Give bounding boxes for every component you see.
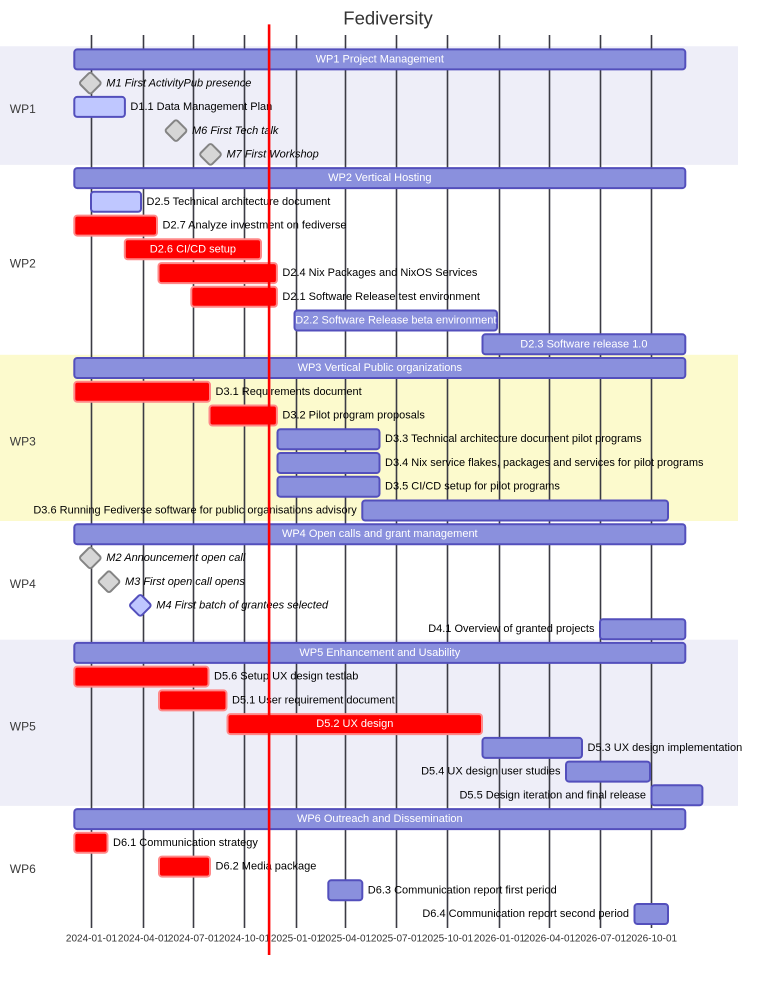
svg-text:D3.6 Running Fediverse softwar: D3.6 Running Fediverse software for publ… bbox=[33, 505, 357, 517]
svg-text:2025-07-01: 2025-07-01 bbox=[371, 934, 423, 945]
svg-text:2025-01-01: 2025-01-01 bbox=[271, 934, 323, 945]
svg-text:2026-01-01: 2026-01-01 bbox=[474, 934, 526, 945]
svg-text:2026-07-01: 2026-07-01 bbox=[575, 934, 627, 945]
svg-text:D3.1 Requirements document: D3.1 Requirements document bbox=[216, 386, 362, 398]
svg-text:D6.3 Communication report firs: D6.3 Communication report first period bbox=[368, 884, 557, 896]
svg-text:D3.5 CI/CD setup for pilot pro: D3.5 CI/CD setup for pilot programs bbox=[385, 481, 560, 493]
svg-text:D5.4 UX design user studies: D5.4 UX design user studies bbox=[421, 766, 561, 778]
svg-text:2024-07-01: 2024-07-01 bbox=[168, 934, 220, 945]
svg-text:2025-04-01: 2025-04-01 bbox=[320, 934, 372, 945]
svg-text:D5.6 Setup UX design testlab: D5.6 Setup UX design testlab bbox=[214, 671, 358, 683]
svg-text:D6.4 Communication report seco: D6.4 Communication report second period bbox=[422, 908, 629, 920]
svg-text:D2.2 Software Release beta env: D2.2 Software Release beta environment bbox=[295, 315, 496, 327]
svg-text:M6 First Tech talk: M6 First Tech talk bbox=[192, 125, 279, 137]
svg-text:M7 First Workshop: M7 First Workshop bbox=[227, 149, 319, 161]
svg-text:D2.7 Analyze investment on fed: D2.7 Analyze investment on fediverse bbox=[163, 220, 347, 232]
svg-text:2024-01-01: 2024-01-01 bbox=[66, 934, 118, 945]
svg-text:D4.1 Overview of granted proje: D4.1 Overview of granted projects bbox=[428, 623, 595, 635]
svg-text:WP3: WP3 bbox=[10, 435, 36, 449]
svg-text:D5.2 UX design: D5.2 UX design bbox=[316, 718, 393, 730]
svg-text:WP2 Vertical Hosting: WP2 Vertical Hosting bbox=[328, 172, 431, 184]
svg-text:D2.5 Technical architecture do: D2.5 Technical architecture document bbox=[147, 196, 331, 208]
svg-text:Fediversity: Fediversity bbox=[343, 7, 433, 28]
svg-text:2024-04-01: 2024-04-01 bbox=[118, 934, 170, 945]
svg-text:D5.1 User requirement document: D5.1 User requirement document bbox=[232, 694, 395, 706]
svg-text:WP2: WP2 bbox=[10, 257, 36, 271]
svg-text:D2.4 Nix Packages and NixOS Se: D2.4 Nix Packages and NixOS Services bbox=[282, 267, 478, 279]
svg-text:WP6: WP6 bbox=[10, 862, 36, 876]
svg-text:D3.2 Pilot program proposals: D3.2 Pilot program proposals bbox=[282, 410, 425, 422]
svg-text:WP3 Vertical Public organizati: WP3 Vertical Public organizations bbox=[298, 362, 463, 374]
svg-text:M2 Announcement open call: M2 Announcement open call bbox=[106, 552, 246, 564]
svg-text:D2.1 Software Release test env: D2.1 Software Release test environment bbox=[282, 291, 480, 303]
svg-text:D6.2 Media package: D6.2 Media package bbox=[216, 861, 317, 873]
svg-text:D3.4 Nix service flakes, packa: D3.4 Nix service flakes, packages and se… bbox=[385, 457, 704, 469]
svg-text:WP5 Enhancement and Usability: WP5 Enhancement and Usability bbox=[299, 647, 460, 659]
svg-text:WP6 Outreach and Dissemination: WP6 Outreach and Dissemination bbox=[297, 813, 463, 825]
svg-text:WP4 Open calls and grant manag: WP4 Open calls and grant management bbox=[282, 528, 478, 540]
svg-text:2024-10-01: 2024-10-01 bbox=[219, 934, 271, 945]
svg-text:WP1 Project Management: WP1 Project Management bbox=[316, 53, 444, 65]
svg-text:WP1: WP1 bbox=[10, 102, 36, 116]
svg-text:M4 First batch of grantees sel: M4 First batch of grantees selected bbox=[156, 600, 329, 612]
svg-text:2026-10-01: 2026-10-01 bbox=[626, 934, 678, 945]
svg-text:D5.3 UX design implementation: D5.3 UX design implementation bbox=[588, 742, 743, 754]
svg-text:D2.3 Software release 1.0: D2.3 Software release 1.0 bbox=[520, 338, 647, 350]
svg-text:2026-04-01: 2026-04-01 bbox=[524, 934, 576, 945]
svg-text:WP4: WP4 bbox=[10, 577, 36, 591]
svg-text:D6.1 Communication strategy: D6.1 Communication strategy bbox=[113, 837, 258, 849]
svg-text:M1 First ActivityPub presence: M1 First ActivityPub presence bbox=[106, 77, 251, 89]
svg-text:D2.6 CI/CD setup: D2.6 CI/CD setup bbox=[150, 243, 236, 255]
svg-text:D5.5 Design iteration and fina: D5.5 Design iteration and final release bbox=[459, 789, 646, 801]
svg-text:2025-10-01: 2025-10-01 bbox=[422, 934, 474, 945]
svg-text:M3 First open call opens: M3 First open call opens bbox=[125, 576, 245, 588]
svg-text:D3.3 Technical architecture do: D3.3 Technical architecture document pil… bbox=[385, 433, 642, 445]
svg-text:WP5: WP5 bbox=[10, 719, 36, 733]
svg-text:D1.1 Data Management Plan: D1.1 Data Management Plan bbox=[130, 101, 272, 113]
